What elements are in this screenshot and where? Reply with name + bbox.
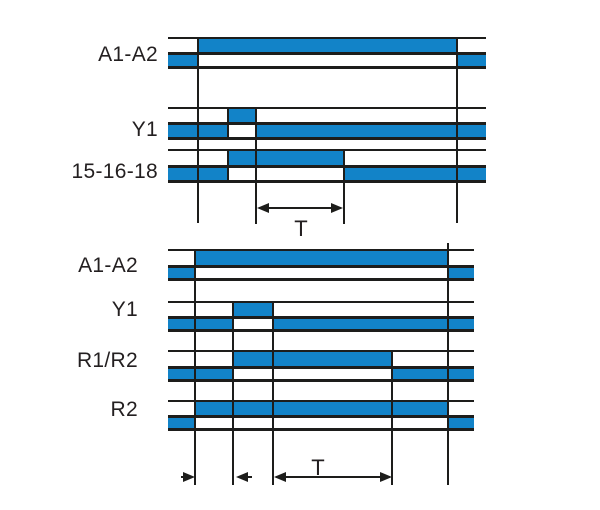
rail-top-line xyxy=(168,350,474,352)
signal-low-bar xyxy=(168,267,195,278)
dimension-arrow-left-icon xyxy=(257,203,269,213)
signal-high-bar xyxy=(228,109,256,122)
signal-label: Y1 xyxy=(131,118,158,141)
event-line xyxy=(232,303,234,485)
rail-top-line xyxy=(168,107,486,109)
dimension-label: T xyxy=(294,216,308,241)
signal-high-bar xyxy=(233,352,392,366)
event-line xyxy=(272,303,274,485)
rail-bottom-line xyxy=(168,328,474,332)
rail-bottom-line xyxy=(168,427,474,431)
dimension-arrow-left-icon xyxy=(274,472,286,482)
signal-label: A1-A2 xyxy=(98,43,158,66)
signal-label: 15-16-18 xyxy=(71,160,158,183)
signal-label: A1-A2 xyxy=(78,254,138,277)
signal-high-bar xyxy=(228,151,344,165)
signal-low-bar xyxy=(448,267,474,278)
rail-bottom-line xyxy=(168,136,486,140)
signal-high-bar xyxy=(233,303,273,316)
signal-high-bar xyxy=(195,402,448,415)
signal-low-bar xyxy=(168,318,233,329)
tick-arrow-right-icon xyxy=(183,472,195,482)
signal-label: R1/R2 xyxy=(76,349,138,372)
dimension-arrow-right-icon xyxy=(331,203,343,213)
rail-bottom-line xyxy=(168,277,474,281)
signal-label: R2 xyxy=(110,398,138,421)
rail-top-line xyxy=(168,249,474,251)
rail-mid-line xyxy=(168,164,486,168)
event-line xyxy=(456,37,458,223)
dimension-line xyxy=(276,476,390,478)
rail-top-line xyxy=(168,149,486,151)
event-line xyxy=(197,37,199,223)
rail-top-line xyxy=(168,400,474,402)
event-line xyxy=(255,109,257,224)
signal-high-bar xyxy=(198,39,457,52)
rail-mid-line xyxy=(168,365,474,369)
dimension-label: T xyxy=(311,455,325,480)
rail-bottom-line xyxy=(168,378,474,382)
rail-top-line xyxy=(168,301,474,303)
signal-low-bar xyxy=(448,417,474,428)
rail-top-line xyxy=(168,37,486,39)
signal-low-bar xyxy=(168,54,198,66)
signal-low-bar xyxy=(168,417,195,428)
bar-edge-line xyxy=(227,151,229,181)
signal-low-bar xyxy=(392,368,474,379)
dimension-line xyxy=(259,207,341,209)
rail-bottom-line xyxy=(168,179,486,183)
rail-mid-line xyxy=(168,315,474,319)
rail-bottom-line xyxy=(168,65,486,69)
rail-mid-line xyxy=(168,264,474,268)
rail-mid-line xyxy=(168,51,486,55)
rail-mid-line xyxy=(168,414,474,418)
tick-arrow-left-icon xyxy=(236,472,248,482)
signal-low-bar xyxy=(273,318,474,329)
dimension-arrow-right-icon xyxy=(380,472,392,482)
signal-label: Y1 xyxy=(111,298,138,321)
event-line xyxy=(194,250,196,485)
event-line xyxy=(343,150,345,224)
bar-edge-line xyxy=(227,109,229,138)
signal-low-bar xyxy=(344,167,486,180)
event-line xyxy=(447,243,449,485)
rail-mid-line xyxy=(168,121,486,125)
signal-low-bar xyxy=(256,124,486,137)
signal-low-bar xyxy=(168,368,233,379)
signal-high-bar xyxy=(195,251,448,265)
event-line xyxy=(391,351,393,485)
tick-arrow-tail xyxy=(245,476,252,478)
signal-low-bar xyxy=(457,54,486,66)
